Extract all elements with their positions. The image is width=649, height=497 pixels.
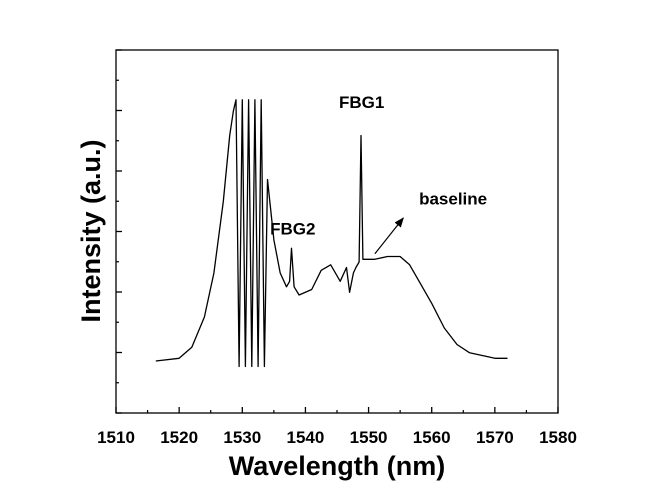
plot-frame	[115, 49, 559, 414]
x-tick-label: 1540	[287, 428, 325, 447]
annotation-label: FBG1	[339, 93, 384, 112]
x-axis: 1510 1520 1530 1540 1550 1560 1570 1580	[97, 407, 577, 447]
x-tick-label: 1570	[476, 428, 514, 447]
annotation-label: baseline	[419, 189, 487, 208]
x-tick-label: 1520	[160, 428, 198, 447]
x-tick-label: 1550	[350, 428, 388, 447]
x-tick-label: 1560	[413, 428, 451, 447]
annotation-arrow	[374, 217, 404, 255]
x-tick-label: 1530	[223, 428, 261, 447]
x-axis-title: Wavelength (nm)	[229, 451, 446, 481]
spectrum-line	[155, 99, 508, 368]
y-axis	[116, 49, 122, 414]
annotation-label: FBG2	[270, 220, 315, 239]
x-tick-label: 1510	[97, 428, 135, 447]
annotation-layer: FBG1 FBG2 baseline	[270, 93, 487, 255]
y-axis-title: Intensity (a.u.)	[76, 139, 106, 322]
series-layer	[155, 99, 508, 368]
x-tick-label: 1580	[539, 428, 577, 447]
